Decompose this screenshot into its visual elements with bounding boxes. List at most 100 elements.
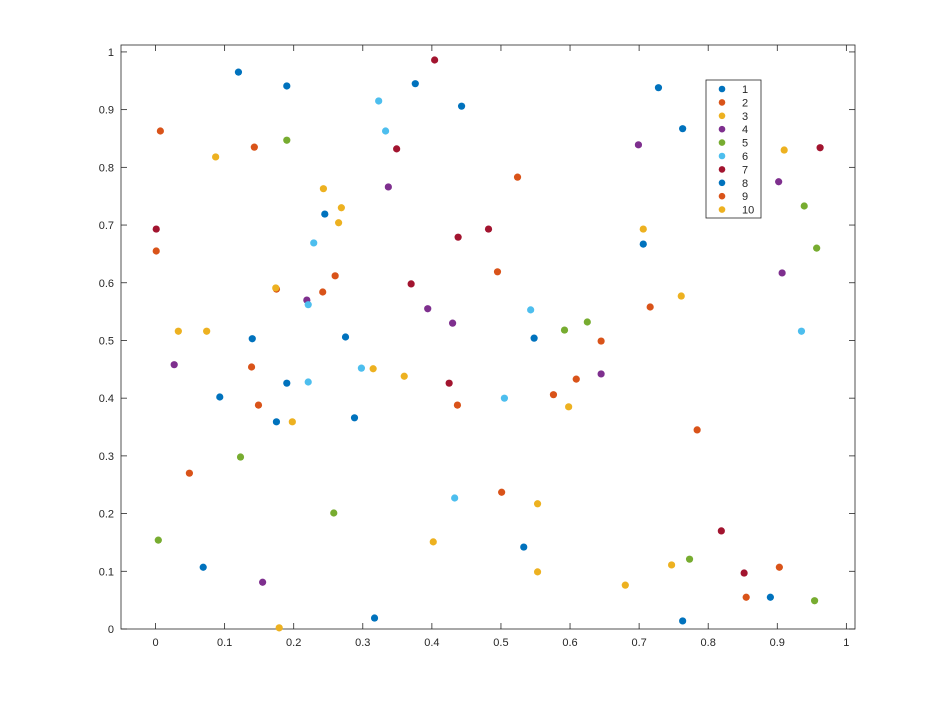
data-point-series-1 xyxy=(639,240,647,248)
data-point-series-5 xyxy=(583,318,591,326)
data-point-series-8 xyxy=(679,617,687,625)
data-point-series-7 xyxy=(445,379,453,387)
legend-marker xyxy=(718,139,726,146)
data-point-series-5 xyxy=(685,555,694,563)
data-point-series-8 xyxy=(370,614,379,622)
data-point-series-2 xyxy=(513,173,522,181)
data-point-series-8 xyxy=(530,334,538,342)
data-point-series-1 xyxy=(679,125,687,133)
data-point-series-4 xyxy=(448,319,457,327)
data-point-series-5 xyxy=(813,244,821,252)
data-point-series-5 xyxy=(560,326,569,334)
data-point-series-10 xyxy=(369,365,377,373)
data-point-series-9 xyxy=(646,303,654,311)
legend-label: 5 xyxy=(742,138,748,150)
data-point-series-1 xyxy=(321,210,329,218)
data-point-series-3 xyxy=(203,327,211,335)
legend-label: 7 xyxy=(742,164,748,176)
data-point-series-3 xyxy=(337,204,345,212)
legend-marker xyxy=(718,179,726,187)
data-point-series-4 xyxy=(259,578,267,586)
data-point-series-8 xyxy=(520,543,528,551)
legend-marker xyxy=(718,152,726,160)
data-point-series-6 xyxy=(304,378,312,386)
y-tick-label: 0.8 xyxy=(99,162,114,174)
data-point-series-9 xyxy=(549,391,558,399)
data-point-series-7 xyxy=(393,145,401,153)
data-point-series-1 xyxy=(654,84,663,92)
data-point-series-10 xyxy=(667,561,676,569)
data-point-series-10 xyxy=(621,581,629,589)
legend-marker xyxy=(718,166,726,173)
y-tick-label: 1 xyxy=(108,47,114,59)
data-point-series-8 xyxy=(283,379,291,387)
y-tick-label: 0.5 xyxy=(99,335,114,347)
data-point-series-2 xyxy=(493,268,502,276)
x-tick-label: 0.1 xyxy=(217,637,232,649)
data-point-series-3 xyxy=(335,219,343,227)
data-point-series-7 xyxy=(484,225,493,233)
data-point-series-2 xyxy=(331,272,339,280)
data-point-series-7 xyxy=(740,569,748,577)
data-point-series-4 xyxy=(634,141,643,149)
data-point-series-2 xyxy=(152,247,160,255)
data-point-series-6 xyxy=(797,327,806,335)
legend-marker xyxy=(718,99,726,106)
legend-marker xyxy=(718,206,726,213)
y-tick-label: 0.1 xyxy=(99,566,114,578)
data-point-series-8 xyxy=(766,593,774,601)
data-point-series-3 xyxy=(319,185,328,193)
data-point-series-3 xyxy=(174,327,182,335)
data-point-series-9 xyxy=(742,593,750,601)
data-point-series-7 xyxy=(717,527,725,535)
y-tick-label: 0.6 xyxy=(99,278,114,290)
data-point-series-1 xyxy=(341,333,350,341)
x-tick-label: 0.2 xyxy=(286,637,301,649)
data-point-series-4 xyxy=(778,269,786,277)
data-point-series-7 xyxy=(431,56,439,64)
x-tick-label: 0.8 xyxy=(701,637,716,649)
data-point-series-9 xyxy=(185,469,193,477)
data-point-series-5 xyxy=(154,536,162,544)
data-point-series-6 xyxy=(357,364,366,372)
data-point-series-8 xyxy=(216,393,224,401)
data-point-series-10 xyxy=(533,500,542,508)
data-point-series-6 xyxy=(375,97,383,105)
data-point-series-9 xyxy=(572,375,580,383)
data-point-series-8 xyxy=(272,418,281,426)
data-point-series-2 xyxy=(156,127,164,135)
legend xyxy=(705,79,762,219)
x-tick-label: 0.9 xyxy=(770,637,785,649)
x-tick-label: 0 xyxy=(152,637,158,649)
y-tick-label: 0.3 xyxy=(99,451,114,463)
data-point-series-1 xyxy=(411,80,419,88)
data-point-series-5 xyxy=(800,202,808,210)
legend-marker xyxy=(718,192,726,200)
data-point-series-5 xyxy=(810,597,819,605)
data-point-series-6 xyxy=(310,239,318,247)
legend-label: 4 xyxy=(742,124,748,136)
y-tick-label: 0.4 xyxy=(99,393,114,405)
y-tick-label: 0.2 xyxy=(99,509,114,521)
data-point-series-4 xyxy=(424,305,432,313)
data-point-series-5 xyxy=(283,136,291,144)
data-point-series-1 xyxy=(283,82,291,90)
legend-marker xyxy=(718,125,726,133)
data-point-series-6 xyxy=(527,306,535,314)
legend-label: 10 xyxy=(742,205,754,217)
x-tick-label: 0.3 xyxy=(355,637,370,649)
y-tick-label: 0.7 xyxy=(99,220,114,232)
data-point-series-6 xyxy=(500,394,509,402)
data-point-series-9 xyxy=(498,488,506,496)
data-point-series-2 xyxy=(254,401,263,409)
data-point-series-2 xyxy=(247,363,256,371)
data-point-series-5 xyxy=(330,509,338,517)
data-point-series-7 xyxy=(816,144,824,152)
x-tick-label: 1 xyxy=(843,637,849,649)
data-point-series-3 xyxy=(272,284,280,292)
data-point-series-10 xyxy=(429,538,437,546)
data-point-series-6 xyxy=(451,494,459,502)
data-point-series-1 xyxy=(248,335,256,343)
data-point-series-9 xyxy=(693,426,701,434)
